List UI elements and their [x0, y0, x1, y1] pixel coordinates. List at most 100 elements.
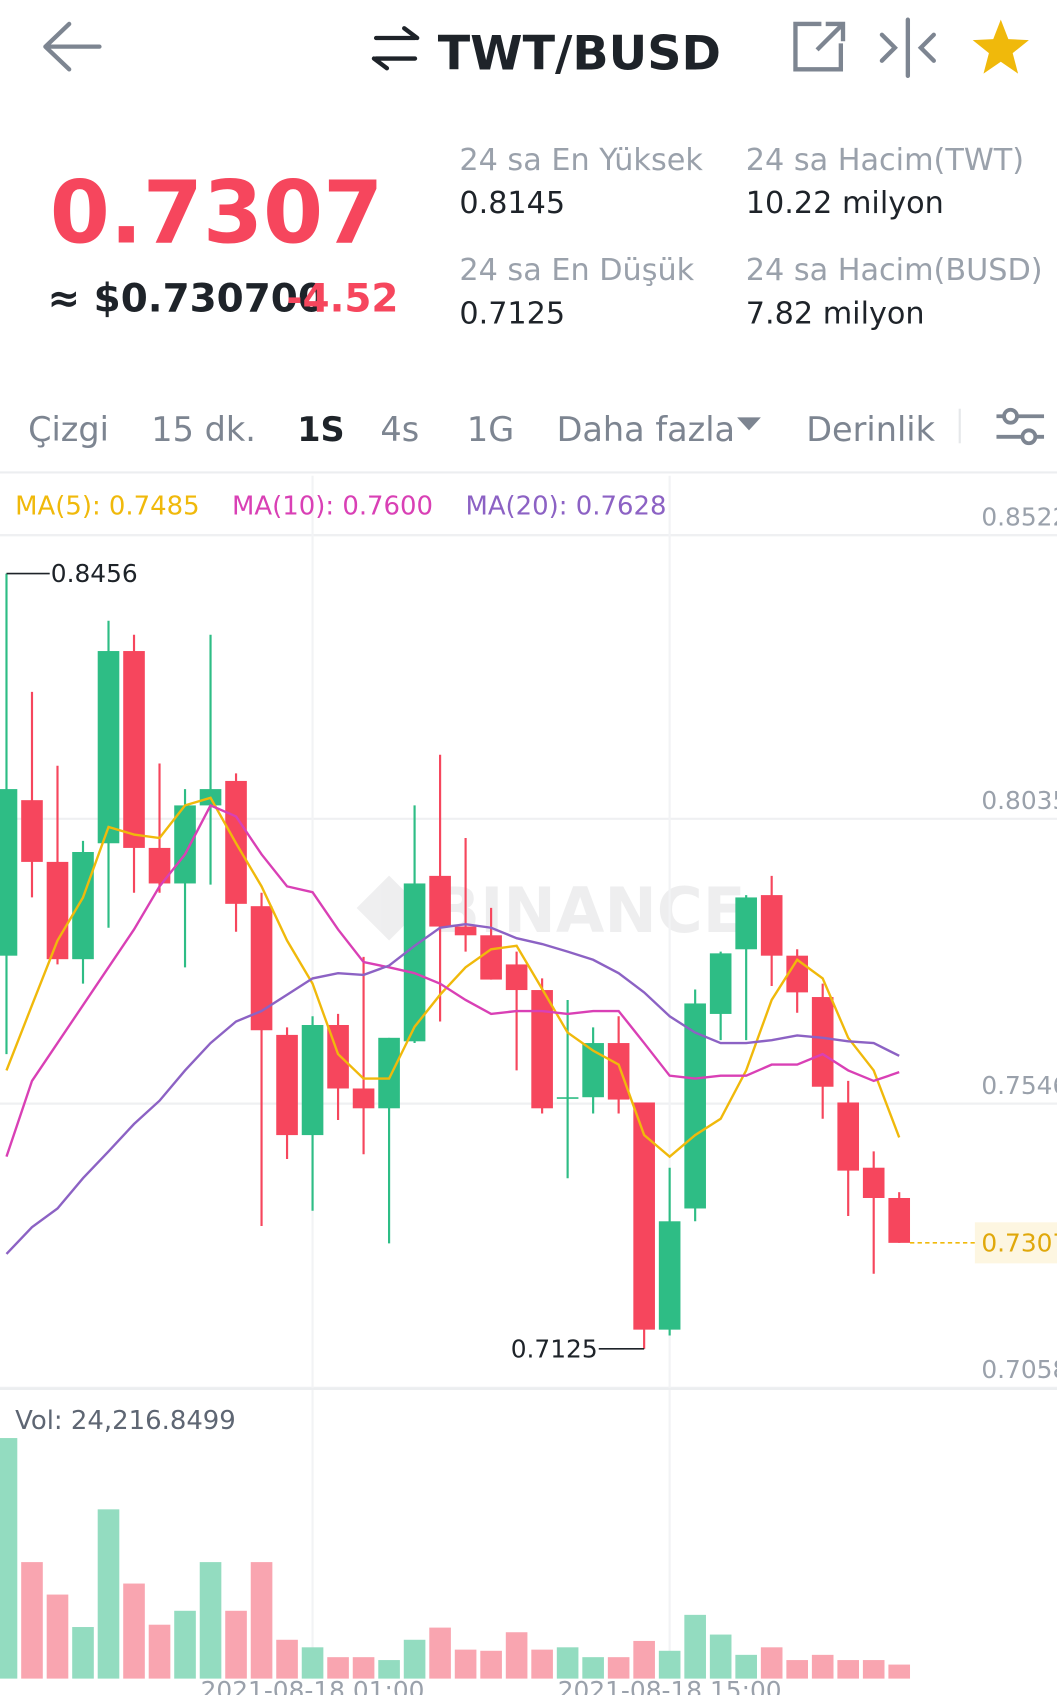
- candle-body: [531, 990, 553, 1109]
- more-tab[interactable]: Daha fazla: [557, 410, 735, 449]
- stat-label: 24 sa En Düşük: [459, 253, 694, 288]
- candle-body: [760, 895, 783, 956]
- candle-body: [735, 897, 757, 950]
- settings-button[interactable]: [996, 407, 1045, 446]
- candle-body: [301, 1024, 324, 1136]
- y-tick-label: 0.8522: [981, 502, 1057, 531]
- high-label: 0.8456: [51, 559, 138, 588]
- volume-bar: [148, 1624, 171, 1679]
- stat-label: 24 sa Hacim(BUSD): [746, 253, 1043, 288]
- volume-bar: [760, 1647, 783, 1679]
- interval-tab[interactable]: 15 dk.: [151, 410, 256, 449]
- volume-bar: [556, 1647, 579, 1679]
- volume-bar: [46, 1594, 69, 1679]
- volume-bar: [97, 1509, 120, 1679]
- candle-body: [454, 926, 477, 936]
- candle-body: [633, 1102, 655, 1330]
- volume-bar: [21, 1562, 43, 1679]
- candle-body: [862, 1167, 885, 1198]
- volume-bar: [480, 1650, 502, 1679]
- candle-body: [837, 1102, 860, 1171]
- current-price-label: 0.7307: [981, 1228, 1057, 1257]
- low-label: 0.7125: [511, 1335, 598, 1364]
- y-tick-label: 0.7058: [981, 1355, 1057, 1384]
- back-button[interactable]: [43, 21, 102, 72]
- stat-value: 0.7125: [459, 296, 565, 331]
- candle-body: [403, 883, 426, 1042]
- candle-body: [276, 1034, 298, 1136]
- last-price: 0.7307: [50, 163, 384, 263]
- volume-bar: [250, 1562, 273, 1679]
- interval-tab-active[interactable]: 1S: [297, 410, 344, 449]
- settings-knob: [1020, 428, 1038, 446]
- volume-bar: [888, 1664, 911, 1679]
- legend-entry: MA(5): 0.7485: [15, 492, 200, 522]
- candle-body: [505, 964, 528, 991]
- candle-body: [811, 997, 834, 1087]
- legend-entry: MA(20): 0.7628: [465, 492, 666, 522]
- volume-bar: [658, 1650, 681, 1679]
- candle-body: [174, 805, 196, 884]
- compare-button[interactable]: [879, 17, 936, 78]
- price-change: -4.52: [286, 276, 398, 321]
- candle-body: [148, 847, 171, 884]
- depth-tab[interactable]: Derinlik: [806, 410, 935, 449]
- volume-bar: [123, 1583, 145, 1679]
- candle-body: [46, 861, 69, 960]
- candle-body: [21, 800, 43, 862]
- candle-body: [582, 1043, 604, 1098]
- volume-bar: [633, 1640, 655, 1679]
- candle-body: [72, 851, 94, 960]
- volume-bar: [786, 1660, 808, 1679]
- stat-value: 0.8145: [459, 186, 565, 221]
- candle-body: [429, 875, 451, 927]
- candle-body: [556, 1097, 579, 1099]
- volume-bar: [684, 1614, 706, 1679]
- candle-body: [250, 906, 273, 1031]
- candle-body: [0, 789, 18, 956]
- legend-entry: MA(10): 0.7600: [232, 492, 433, 522]
- candle-body: [607, 1043, 630, 1100]
- candle-body: [480, 935, 502, 980]
- volume-bar: [531, 1649, 553, 1679]
- candle-body: [684, 1003, 706, 1209]
- y-tick-label: 0.8035: [981, 786, 1057, 815]
- volume-bar: [403, 1639, 426, 1679]
- volume-bar: [429, 1627, 451, 1679]
- volume-bar: [301, 1647, 324, 1679]
- volume-bar: [225, 1610, 247, 1679]
- interval-tab[interactable]: Çizgi: [28, 410, 109, 449]
- volume-label: Vol: 24,216.8499: [15, 1406, 236, 1436]
- compare-icon: [879, 17, 936, 78]
- interval-tab[interactable]: 1G: [467, 410, 514, 449]
- current-price-tag: [974, 1222, 1057, 1264]
- swap-icon[interactable]: [371, 26, 420, 71]
- candle-body: [123, 651, 145, 848]
- y-tick-label: 0.7546: [981, 1071, 1057, 1100]
- watermark-text: BINANCE: [432, 874, 745, 947]
- stat-value: 7.82 milyon: [746, 296, 925, 331]
- candle-body: [352, 1088, 375, 1109]
- candle-body: [658, 1221, 681, 1330]
- volume-bar: [0, 1438, 18, 1679]
- interval-tab[interactable]: 4s: [380, 410, 419, 449]
- x-tick-label: 2021-08-18 15:00: [558, 1676, 782, 1695]
- pair-title: TWT/BUSD: [438, 26, 721, 81]
- dropdown-caret: [737, 417, 761, 431]
- volume-bar: [862, 1660, 885, 1679]
- favorite-star[interactable]: [972, 19, 1029, 74]
- volume-bar: [735, 1654, 757, 1679]
- volume-bar: [72, 1627, 94, 1679]
- candle-body: [888, 1197, 911, 1243]
- stat-label: 24 sa En Yüksek: [459, 143, 703, 178]
- volume-bar: [505, 1632, 528, 1679]
- volume-bar: [199, 1562, 222, 1679]
- stat-value: 10.22 milyon: [746, 186, 944, 221]
- moving-average-line: [5, 796, 901, 1159]
- external-link-button[interactable]: [793, 21, 846, 72]
- candle-body: [709, 953, 732, 1014]
- volume-bar: [174, 1610, 196, 1679]
- chart: 0.8522 0.8035 0.7546 0.7058 2021-08-18 01:00…: [0, 475, 1057, 1695]
